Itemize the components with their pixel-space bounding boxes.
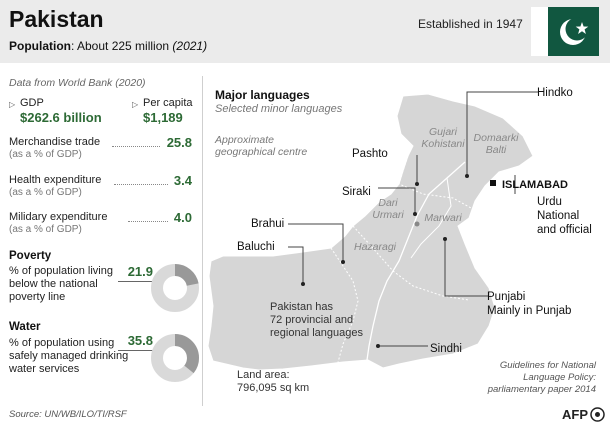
minor-dari: Dari Urmari	[363, 197, 413, 221]
minor-domaarki-label: Domaarki	[473, 132, 519, 144]
poverty-donut-segment	[151, 264, 199, 312]
water-donut-segment	[151, 334, 199, 382]
lang-baluchi: Baluchi	[237, 241, 275, 253]
poverty-value: 21.9	[127, 264, 153, 279]
capital-label: ISLAMABAD	[502, 179, 568, 191]
water-title: Water	[9, 321, 41, 333]
water-text: % of population using safely managed dri…	[9, 337, 129, 375]
pakistan-map	[207, 91, 538, 371]
health-leader	[114, 184, 168, 185]
water-value: 35.8	[127, 333, 153, 348]
lang-urdu-note2: and official	[537, 224, 592, 236]
lang-sindhi: Sindhi	[430, 343, 462, 355]
gdp-label: GDP	[20, 97, 44, 109]
lang-urdu-note1: National	[537, 210, 580, 222]
minor-kohistani-label: Kohistani	[421, 138, 465, 150]
military-leader	[128, 221, 168, 222]
regional-note-1: Pakistan has	[270, 301, 333, 313]
gdp-value: $262.6 billion	[20, 110, 102, 125]
military-sub: (as a % of GDP)	[9, 224, 82, 235]
minor-balti-label: Balti	[485, 144, 507, 156]
minor-hazaragi: Hazaragi	[353, 241, 397, 253]
map-title: Major languages	[215, 88, 310, 102]
afp-logo-icon	[590, 407, 605, 422]
poverty-donut	[151, 264, 199, 312]
page-title: Pakistan	[9, 6, 104, 32]
regional-note-3: regional languages	[270, 327, 363, 339]
map-subtitle: Selected minor languages	[215, 103, 343, 115]
lang-brahui: Brahui	[251, 218, 285, 230]
merch-value: 25.8	[166, 135, 192, 150]
regional-note-2: 72 provincial and	[270, 314, 354, 326]
gdp-marker-icon: ▷	[9, 100, 16, 109]
poverty-text: % of population living below the nationa…	[9, 265, 113, 303]
minor-domaarki: Domaarki Balti	[466, 132, 526, 156]
population-value: : About 225 million	[71, 39, 173, 53]
lang-punjabi-note: Mainly in Punjab	[487, 305, 572, 317]
minor-marwari: Marwari	[424, 212, 462, 224]
poverty-title: Poverty	[9, 250, 52, 262]
lang-punjabi: Punjabi	[487, 291, 526, 303]
established-text: Established in 1947	[418, 17, 523, 31]
population-label: Population	[9, 39, 71, 53]
panel-divider	[202, 76, 203, 406]
percapita-label: Per capita	[143, 97, 193, 109]
merch-sub: (as a % of GDP)	[9, 149, 82, 160]
guidelines-line-1: Guidelines for National	[499, 360, 596, 371]
land-area-label: Land area:	[237, 369, 290, 381]
guidelines-line-2: Language Policy:	[523, 372, 596, 383]
health-value: 3.4	[173, 173, 192, 188]
minor-dari-label: Dari	[378, 197, 398, 209]
guidelines-note: Guidelines for National Language Policy: p…	[484, 360, 596, 396]
health-label: Health expenditure	[9, 174, 102, 186]
lang-pashto: Pashto	[352, 148, 388, 160]
lang-siraki: Siraki	[342, 186, 371, 198]
land-area-value: 796,095 sq km	[237, 382, 310, 394]
pakistan-flag-icon	[531, 7, 599, 56]
merch-leader	[112, 146, 160, 147]
percapita-marker-icon: ▷	[132, 100, 139, 109]
lang-urdu: Urdu	[537, 196, 562, 208]
population-line: Population: About 225 million (2021)	[9, 39, 207, 53]
water-connector	[118, 350, 154, 351]
source-note: Source: UN/WB/ILO/TI/RSF	[9, 409, 127, 420]
military-value: 4.0	[173, 210, 192, 225]
population-year: (2021)	[172, 39, 208, 53]
minor-gujari-label: Gujari	[428, 126, 457, 138]
merch-label: Merchandise trade	[9, 136, 101, 148]
minor-gujari: Gujari Kohistani	[413, 126, 473, 150]
military-label: Milidary expenditure	[9, 211, 108, 223]
poverty-connector	[118, 281, 154, 282]
header-band	[0, 0, 610, 63]
health-sub: (as a % of GDP)	[9, 187, 82, 198]
water-donut	[151, 334, 199, 382]
afp-logo: AFP	[562, 407, 588, 422]
guidelines-line-3: parliamentary paper 2014	[487, 384, 596, 395]
minor-urmari-label: Urmari	[372, 209, 404, 221]
lang-hindko: Hindko	[537, 87, 573, 99]
data-source-note: Data from World Bank (2020)	[9, 77, 146, 89]
percapita-value: $1,189	[143, 110, 183, 125]
centre-note: Approximate geographical centre	[215, 134, 308, 158]
